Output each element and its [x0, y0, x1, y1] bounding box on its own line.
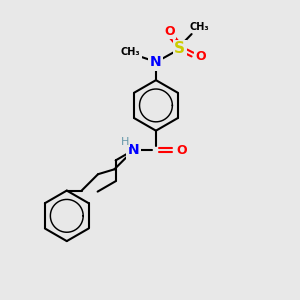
Text: S: S: [174, 41, 185, 56]
Text: O: O: [176, 143, 187, 157]
Text: O: O: [164, 25, 175, 38]
Text: O: O: [195, 50, 206, 63]
Text: N: N: [150, 55, 162, 69]
Text: CH₃: CH₃: [189, 22, 209, 32]
Text: CH₃: CH₃: [121, 47, 140, 57]
Text: N: N: [128, 143, 140, 157]
Text: H: H: [121, 137, 129, 147]
